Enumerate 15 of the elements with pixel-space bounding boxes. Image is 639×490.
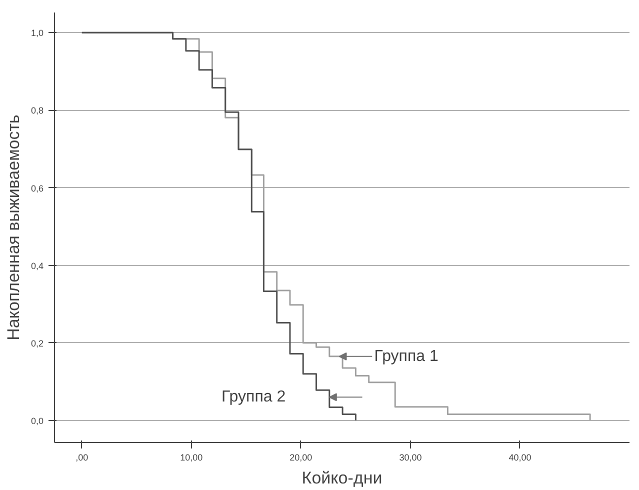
y-tick-label: 0,4	[30, 260, 44, 271]
y-tick-label: 1,0	[30, 28, 44, 38]
y-axis-title: Накопленная выживаемость	[4, 114, 23, 340]
x-tick-label: 40,00	[508, 452, 532, 462]
y-tick-label: 0,0	[30, 416, 44, 426]
annotation: Группа 2	[222, 388, 286, 406]
x-axis-title: Койко-дни	[302, 468, 382, 488]
y-tick-label: 0,2	[30, 338, 44, 348]
y-tick-label: 0,8	[30, 106, 44, 116]
x-tick-label: 30,00	[399, 452, 422, 462]
x-tick-label: ,00	[76, 452, 88, 462]
annotation: Группа 1	[374, 348, 438, 365]
y-tick-label: 0,6	[30, 183, 44, 194]
x-tick-label: 10,00	[180, 452, 203, 462]
x-tick-label: 20,00	[290, 452, 312, 462]
